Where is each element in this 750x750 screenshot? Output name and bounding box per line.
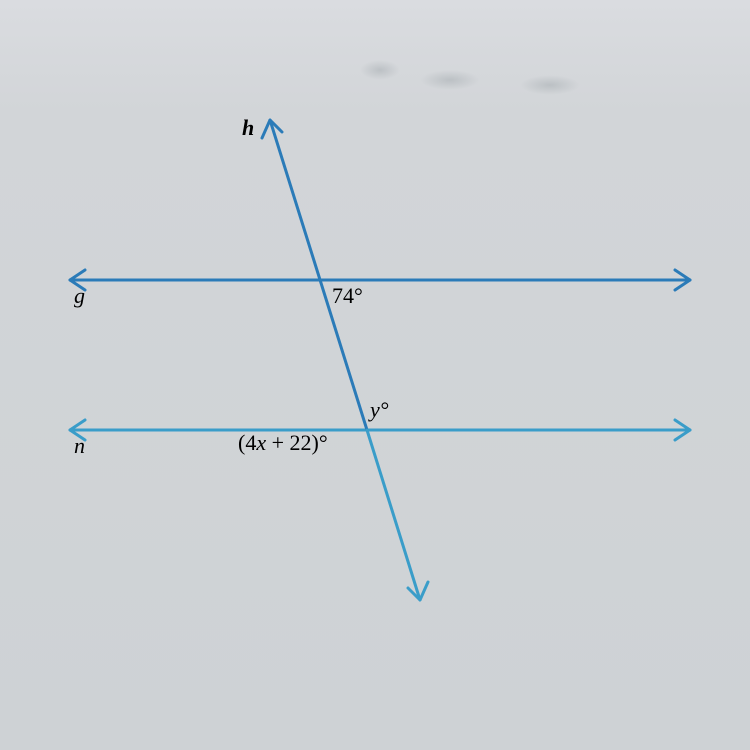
line-h-upper [270,120,367,430]
angle-4x22: (4x + 22)° [238,430,328,456]
angle-74: 74° [332,283,363,309]
label-g: g [74,283,85,309]
geometry-diagram: h g n 74° y° (4x + 22)° [50,100,700,650]
diagram-svg [50,100,700,650]
label-n: n [74,433,85,459]
label-h: h [242,115,254,141]
angle-y-text: y° [370,397,389,422]
line-h-lower [367,430,420,600]
angle-4x22-text: (4x + 22)° [238,430,328,455]
angle-y: y° [370,397,389,423]
